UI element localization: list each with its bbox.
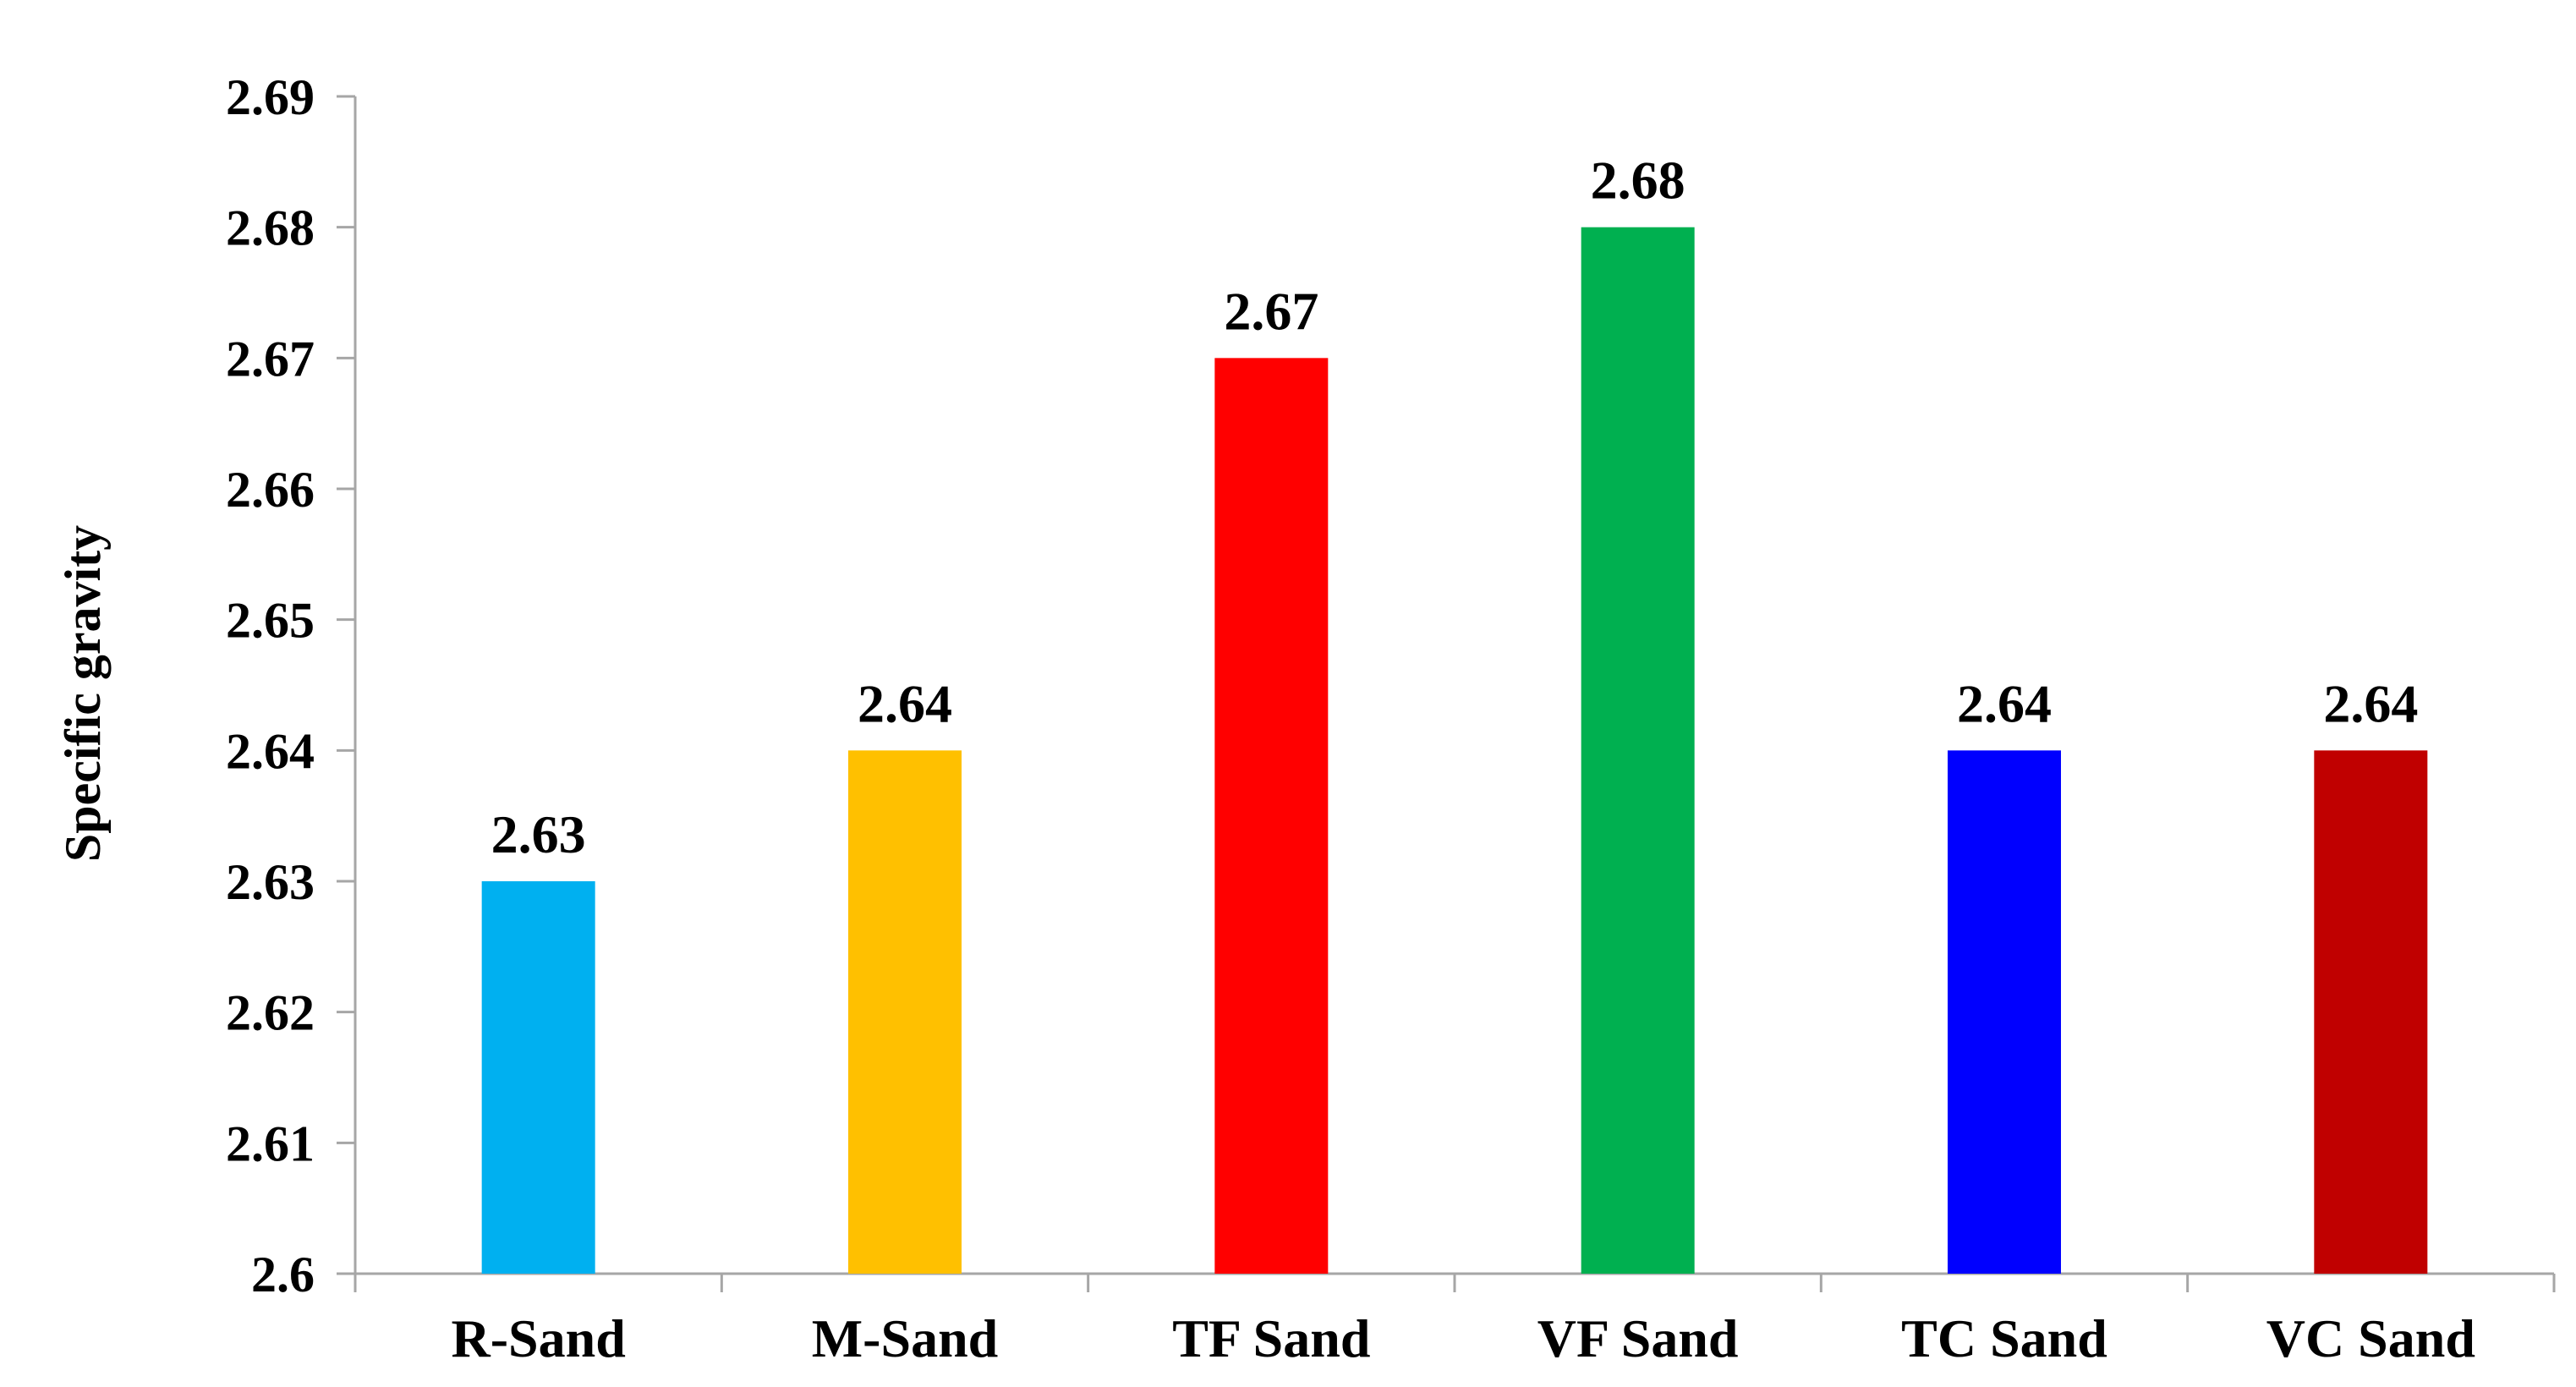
data-label: 2.64 [2323, 673, 2418, 733]
x-tick-label: M-Sand [812, 1308, 999, 1368]
x-tick-label: VF Sand [1537, 1308, 1739, 1368]
bar [848, 750, 962, 1274]
data-label: 2.63 [491, 804, 586, 864]
x-tick-label: R-Sand [452, 1308, 626, 1368]
bar [1214, 358, 1329, 1274]
y-tick-label: 2.63 [226, 854, 315, 910]
data-label: 2.67 [1224, 281, 1318, 341]
y-axis-title: Specific gravity [55, 525, 111, 862]
bar [1581, 227, 1695, 1275]
y-tick-label: 2.61 [226, 1116, 315, 1171]
y-tick-label: 2.65 [226, 593, 315, 649]
data-label: 2.64 [858, 673, 952, 733]
axes: 2.6 2.61 2.62 2.63 2.64 2.65 2.66 2.67 2.68 2.69 [226, 69, 2556, 1302]
y-tick-label: 2.66 [226, 462, 315, 518]
data-label: 2.64 [1957, 673, 2052, 733]
bar [2314, 750, 2428, 1274]
y-tick-label: 2.67 [226, 331, 315, 386]
bar [1948, 750, 2061, 1274]
data-label: 2.68 [1591, 151, 1685, 211]
bar [481, 881, 595, 1274]
x-tick-label: TC Sand [1901, 1308, 2107, 1368]
y-tick-label: 2.62 [226, 985, 315, 1041]
y-tick-label: 2.6 [251, 1247, 315, 1302]
bars [481, 227, 2428, 1275]
x-tick-label: VC Sand [2266, 1308, 2475, 1368]
x-tick-label: TF Sand [1172, 1308, 1370, 1368]
y-tick-label: 2.64 [226, 723, 315, 779]
y-tick-label: 2.68 [226, 200, 315, 256]
labels: 2.63 R-Sand 2.64 M-Sand 2.67 TF Sand 2.68 VF Sa… [452, 151, 2475, 1368]
y-tick-label: 2.69 [226, 69, 315, 125]
